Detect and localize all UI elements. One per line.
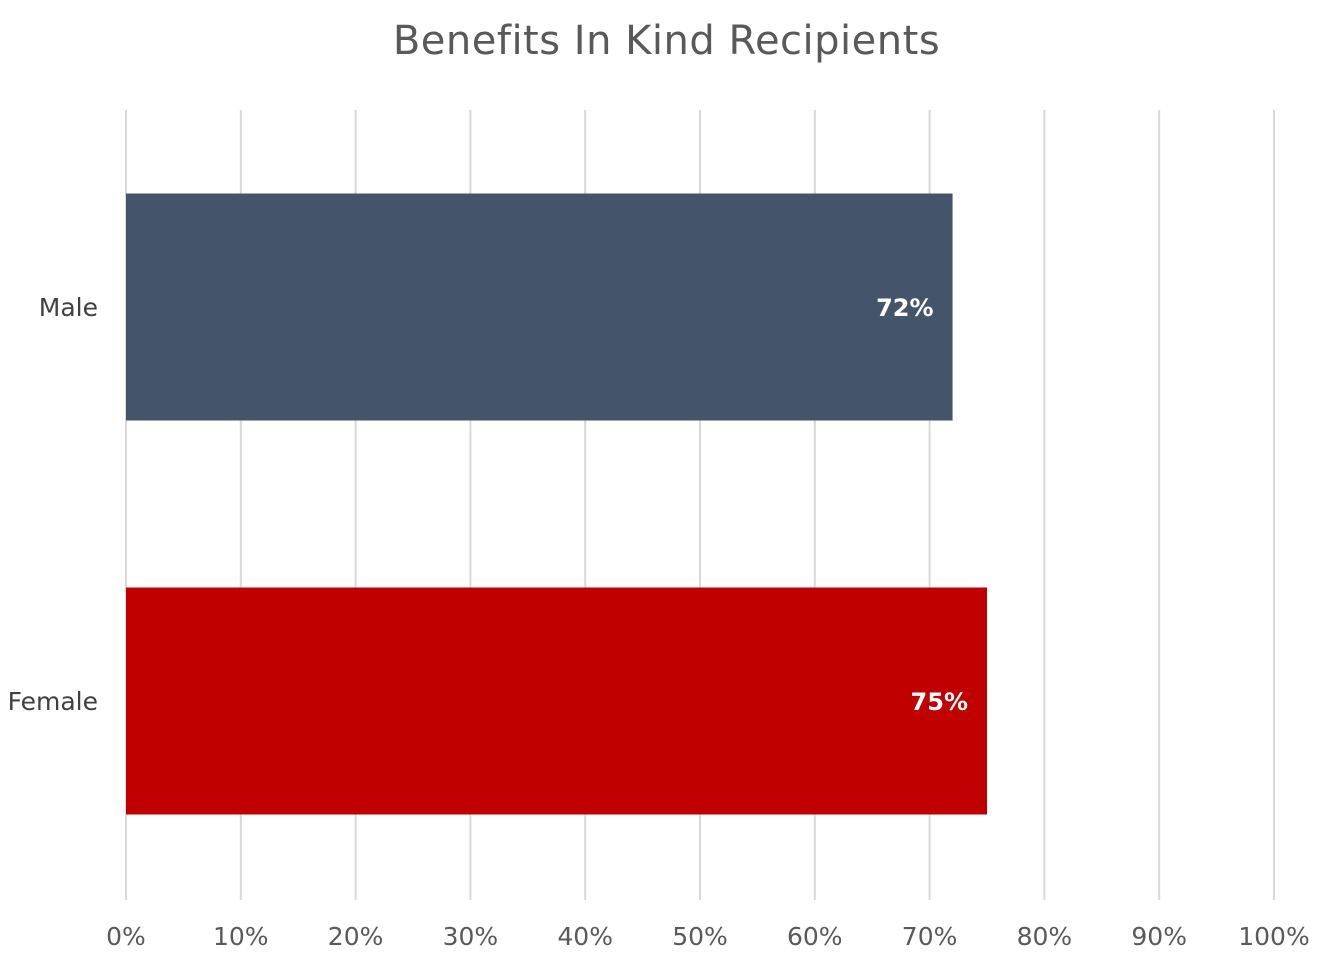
category-axis: Male Female — [8, 293, 98, 716]
x-tick-label: 30% — [443, 922, 499, 951]
x-tick-label: 60% — [787, 922, 843, 951]
value-axis: 0% 10% 20% 30% 40% 50% 60% 70% 80% 90% 100% — [106, 922, 1310, 951]
x-tick-label: 0% — [106, 922, 146, 951]
x-tick-label: 70% — [902, 922, 958, 951]
x-tick-label: 40% — [557, 922, 613, 951]
bars — [126, 193, 987, 815]
x-tick-label: 50% — [672, 922, 728, 951]
x-tick-label: 100% — [1238, 922, 1309, 951]
chart-title: Benefits In Kind Recipients — [392, 18, 941, 64]
category-label-male: Male — [39, 293, 98, 322]
data-label-female: 75% — [911, 688, 968, 716]
bar-female — [126, 587, 987, 815]
x-tick-label: 80% — [1017, 922, 1073, 951]
x-tick-label: 90% — [1131, 922, 1187, 951]
data-labels: 72% 75% — [876, 294, 968, 716]
data-label-male: 72% — [876, 294, 933, 322]
bar-male — [126, 193, 953, 421]
x-tick-label: 20% — [328, 922, 384, 951]
x-tick-label: 10% — [213, 922, 269, 951]
category-label-female: Female — [8, 687, 98, 716]
